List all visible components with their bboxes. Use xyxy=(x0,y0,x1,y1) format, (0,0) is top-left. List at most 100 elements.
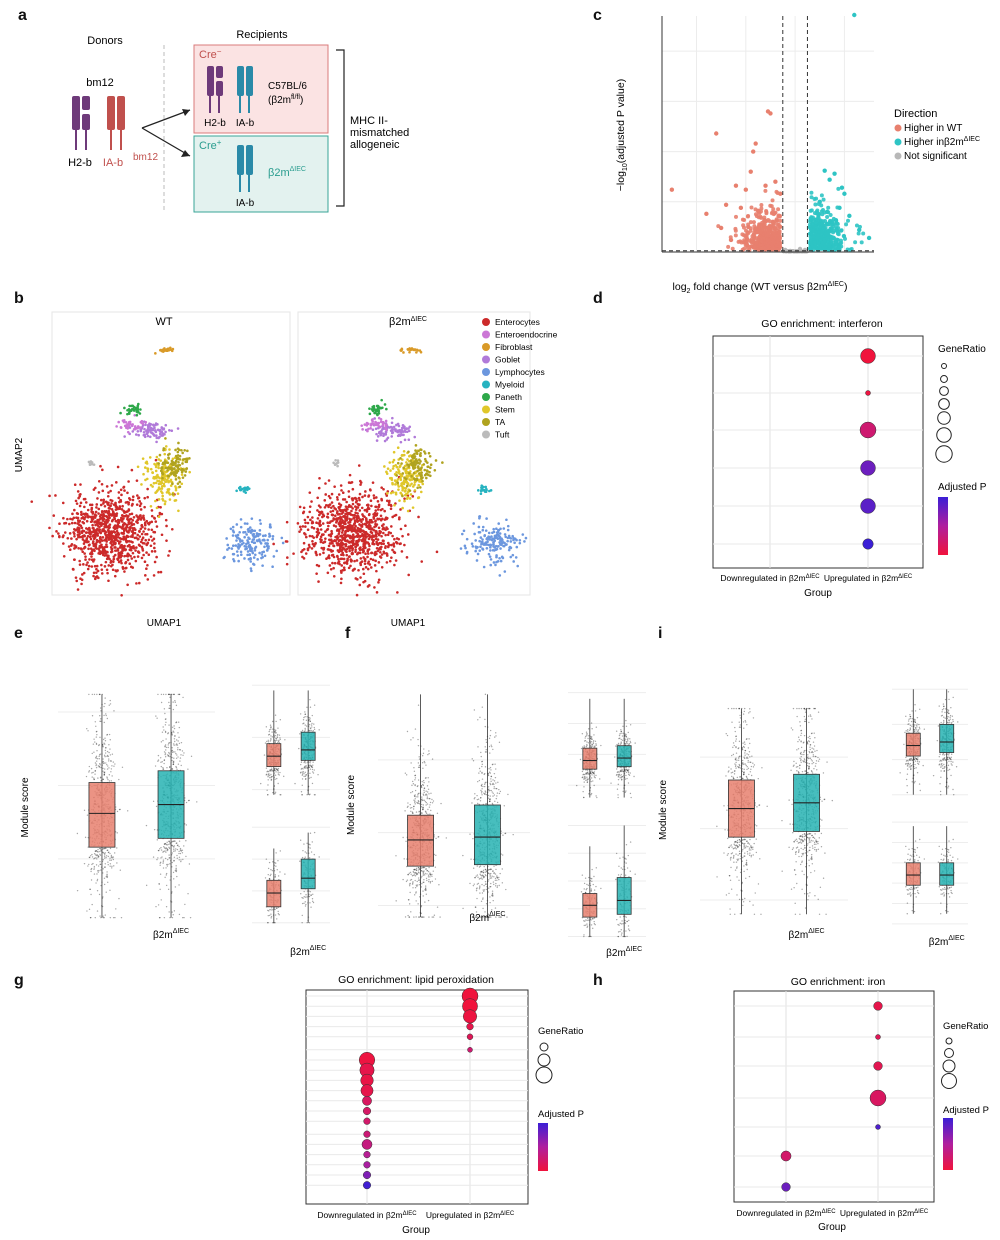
volcano-point xyxy=(763,183,768,188)
umap-cell-stem xyxy=(393,503,396,507)
umap-cell-enterocytes xyxy=(115,512,119,515)
e-jitter-point xyxy=(166,863,168,866)
umap-cell-enterocytes xyxy=(107,564,111,567)
umap-cell-enterocytes xyxy=(386,533,390,537)
umap-cell-enterocytes xyxy=(87,540,90,543)
umap-cell-enterocytes xyxy=(308,534,312,538)
umap-cell-goblet xyxy=(403,438,407,442)
umap-cell-enterocytes xyxy=(82,563,85,566)
umap-cell-stem xyxy=(399,474,403,477)
umap-cell-fibroblast xyxy=(415,348,419,352)
umap-cell-goblet xyxy=(374,427,378,431)
umap-cell-enteroendocrine xyxy=(128,420,131,424)
umap-cell-enterocytes xyxy=(365,503,369,507)
volcano-point-wt xyxy=(759,238,764,243)
umap-cell-enterocytes xyxy=(85,563,88,567)
e-jitter-point xyxy=(93,867,95,869)
donor-h2b-molecule-icon xyxy=(72,96,90,150)
umap-cell-enterocytes xyxy=(154,520,158,523)
umap-cell-enterocytes xyxy=(358,548,362,552)
e-jitter-point xyxy=(93,693,96,696)
umap-cell-stem xyxy=(383,465,386,468)
umap-cell-lymphocytes xyxy=(229,527,233,531)
umap-cell-lymphocytes xyxy=(497,544,500,548)
umap-cell-enterocytes xyxy=(73,534,76,538)
e-jitter-point xyxy=(99,850,101,853)
umap-cell-enterocytes xyxy=(85,519,89,523)
umap-cell-lymphocytes xyxy=(498,532,502,535)
umap-cell-enterocytes xyxy=(139,502,143,505)
umap-cell-ta xyxy=(185,458,189,462)
umap-cell-enterocytes xyxy=(331,519,334,523)
umap-cell-enterocytes xyxy=(80,530,83,534)
umap-cell-stem xyxy=(167,479,171,483)
umap-cell-enterocytes xyxy=(127,508,131,511)
volcano-point-ko xyxy=(820,240,825,245)
umap-cell-enterocytes xyxy=(358,583,362,587)
e-jitter-point xyxy=(98,744,100,746)
umap-cell-enterocytes xyxy=(103,504,107,508)
umap-cell-enterocytes xyxy=(94,523,97,527)
e-jitter-point xyxy=(110,768,113,770)
umap-cell-enterocytes xyxy=(311,521,315,525)
umap-cell-enterocytes xyxy=(62,534,65,537)
e-jitter-point xyxy=(95,760,98,762)
e-jitter-point xyxy=(95,764,97,767)
umap-cell-stem xyxy=(154,491,157,495)
umap-cell-goblet xyxy=(402,433,405,437)
umap-cell-paneth xyxy=(376,404,380,408)
umap-cell-lymphocytes xyxy=(473,532,476,536)
e-jitter-point xyxy=(109,739,111,741)
umap-cell-stem xyxy=(168,448,171,451)
umap-cell-ta xyxy=(413,455,417,458)
umap-cell-enterocytes xyxy=(319,523,322,527)
umap-cell-stem xyxy=(136,465,140,469)
umap-cell-enterocytes xyxy=(337,532,341,536)
e-jitter-point xyxy=(102,859,104,861)
umap-cell-enterocytes xyxy=(106,519,109,522)
e-jitter-point xyxy=(99,863,101,866)
umap-cell-stem xyxy=(406,509,410,513)
umap-cell-enterocytes xyxy=(109,564,113,568)
umap-cell-enterocytes xyxy=(361,567,365,571)
e-jitter-point xyxy=(109,703,112,705)
panel-d-go-interferon: GO enrichment: interferon Downregulated … xyxy=(712,318,987,599)
umap-cell-goblet xyxy=(390,421,394,425)
umap-cell-enterocytes xyxy=(142,516,145,520)
umap-cell-stem xyxy=(403,490,407,493)
umap-cell-myeloid xyxy=(480,486,483,489)
umap-cell-enterocytes xyxy=(389,531,393,535)
umap-cell-enterocytes xyxy=(331,509,335,513)
umap-cell-enterocytes xyxy=(394,559,398,562)
e-jitter-point xyxy=(109,889,111,892)
umap-cell-lymphocytes xyxy=(258,518,262,522)
e-jitter-point xyxy=(95,756,97,759)
umap-cell-lymphocytes xyxy=(495,560,498,564)
volcano-point-wt xyxy=(758,214,763,219)
umap-cell-enterocytes xyxy=(61,501,65,505)
volcano-point-ko xyxy=(834,228,839,233)
umap-cell-enterocytes xyxy=(367,548,371,551)
umap-cell-enterocytes xyxy=(323,499,327,502)
volcano-point-ko xyxy=(829,240,834,245)
umap-cell-enterocytes xyxy=(336,549,340,552)
e-jitter-point xyxy=(102,915,104,917)
umap-cell-enteroendocrine xyxy=(384,426,387,430)
umap-cell-lymphocytes xyxy=(514,556,518,559)
umap-cell-enterocytes xyxy=(374,529,377,533)
volcano-point-ko xyxy=(859,240,864,245)
umap-cell-enterocytes xyxy=(397,537,401,541)
volcano-point xyxy=(773,179,778,184)
umap-cell-lymphocytes xyxy=(265,549,269,552)
umap-cell-enterocytes xyxy=(107,506,111,510)
volcano-point xyxy=(837,205,842,211)
umap-cell-enterocytes xyxy=(375,591,379,594)
umap-cell-ta xyxy=(168,452,171,456)
umap-cell-enterocytes xyxy=(317,580,320,583)
e-jitter-point xyxy=(107,778,109,781)
panel-letter-h: h xyxy=(593,972,603,989)
umap-cell-lymphocytes xyxy=(465,550,469,554)
umap-cell-lymphocytes xyxy=(462,529,466,533)
umap-cell-stem xyxy=(163,502,167,506)
umap-cell-enterocytes xyxy=(95,564,99,568)
